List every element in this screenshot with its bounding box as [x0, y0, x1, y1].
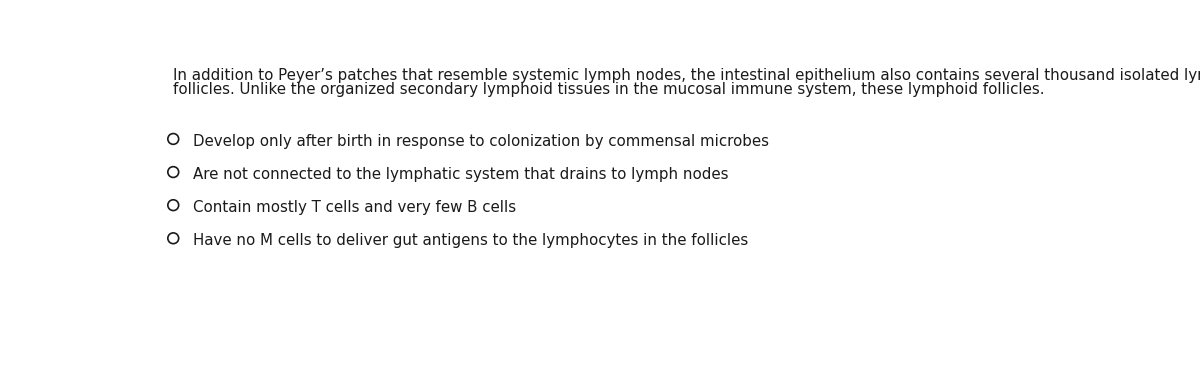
Text: Are not connected to the lymphatic system that drains to lymph nodes: Are not connected to the lymphatic syste… [193, 166, 728, 182]
Text: In addition to Peyer’s patches that resemble systemic lymph nodes, the intestina: In addition to Peyer’s patches that rese… [173, 68, 1200, 83]
Text: Develop only after birth in response to colonization by commensal microbes: Develop only after birth in response to … [193, 134, 769, 148]
Text: follicles. Unlike the organized secondary lymphoid tissues in the mucosal immune: follicles. Unlike the organized secondar… [173, 82, 1045, 97]
Text: Contain mostly T cells and very few B cells: Contain mostly T cells and very few B ce… [193, 200, 516, 215]
Text: Have no M cells to deliver gut antigens to the lymphocytes in the follicles: Have no M cells to deliver gut antigens … [193, 233, 748, 248]
